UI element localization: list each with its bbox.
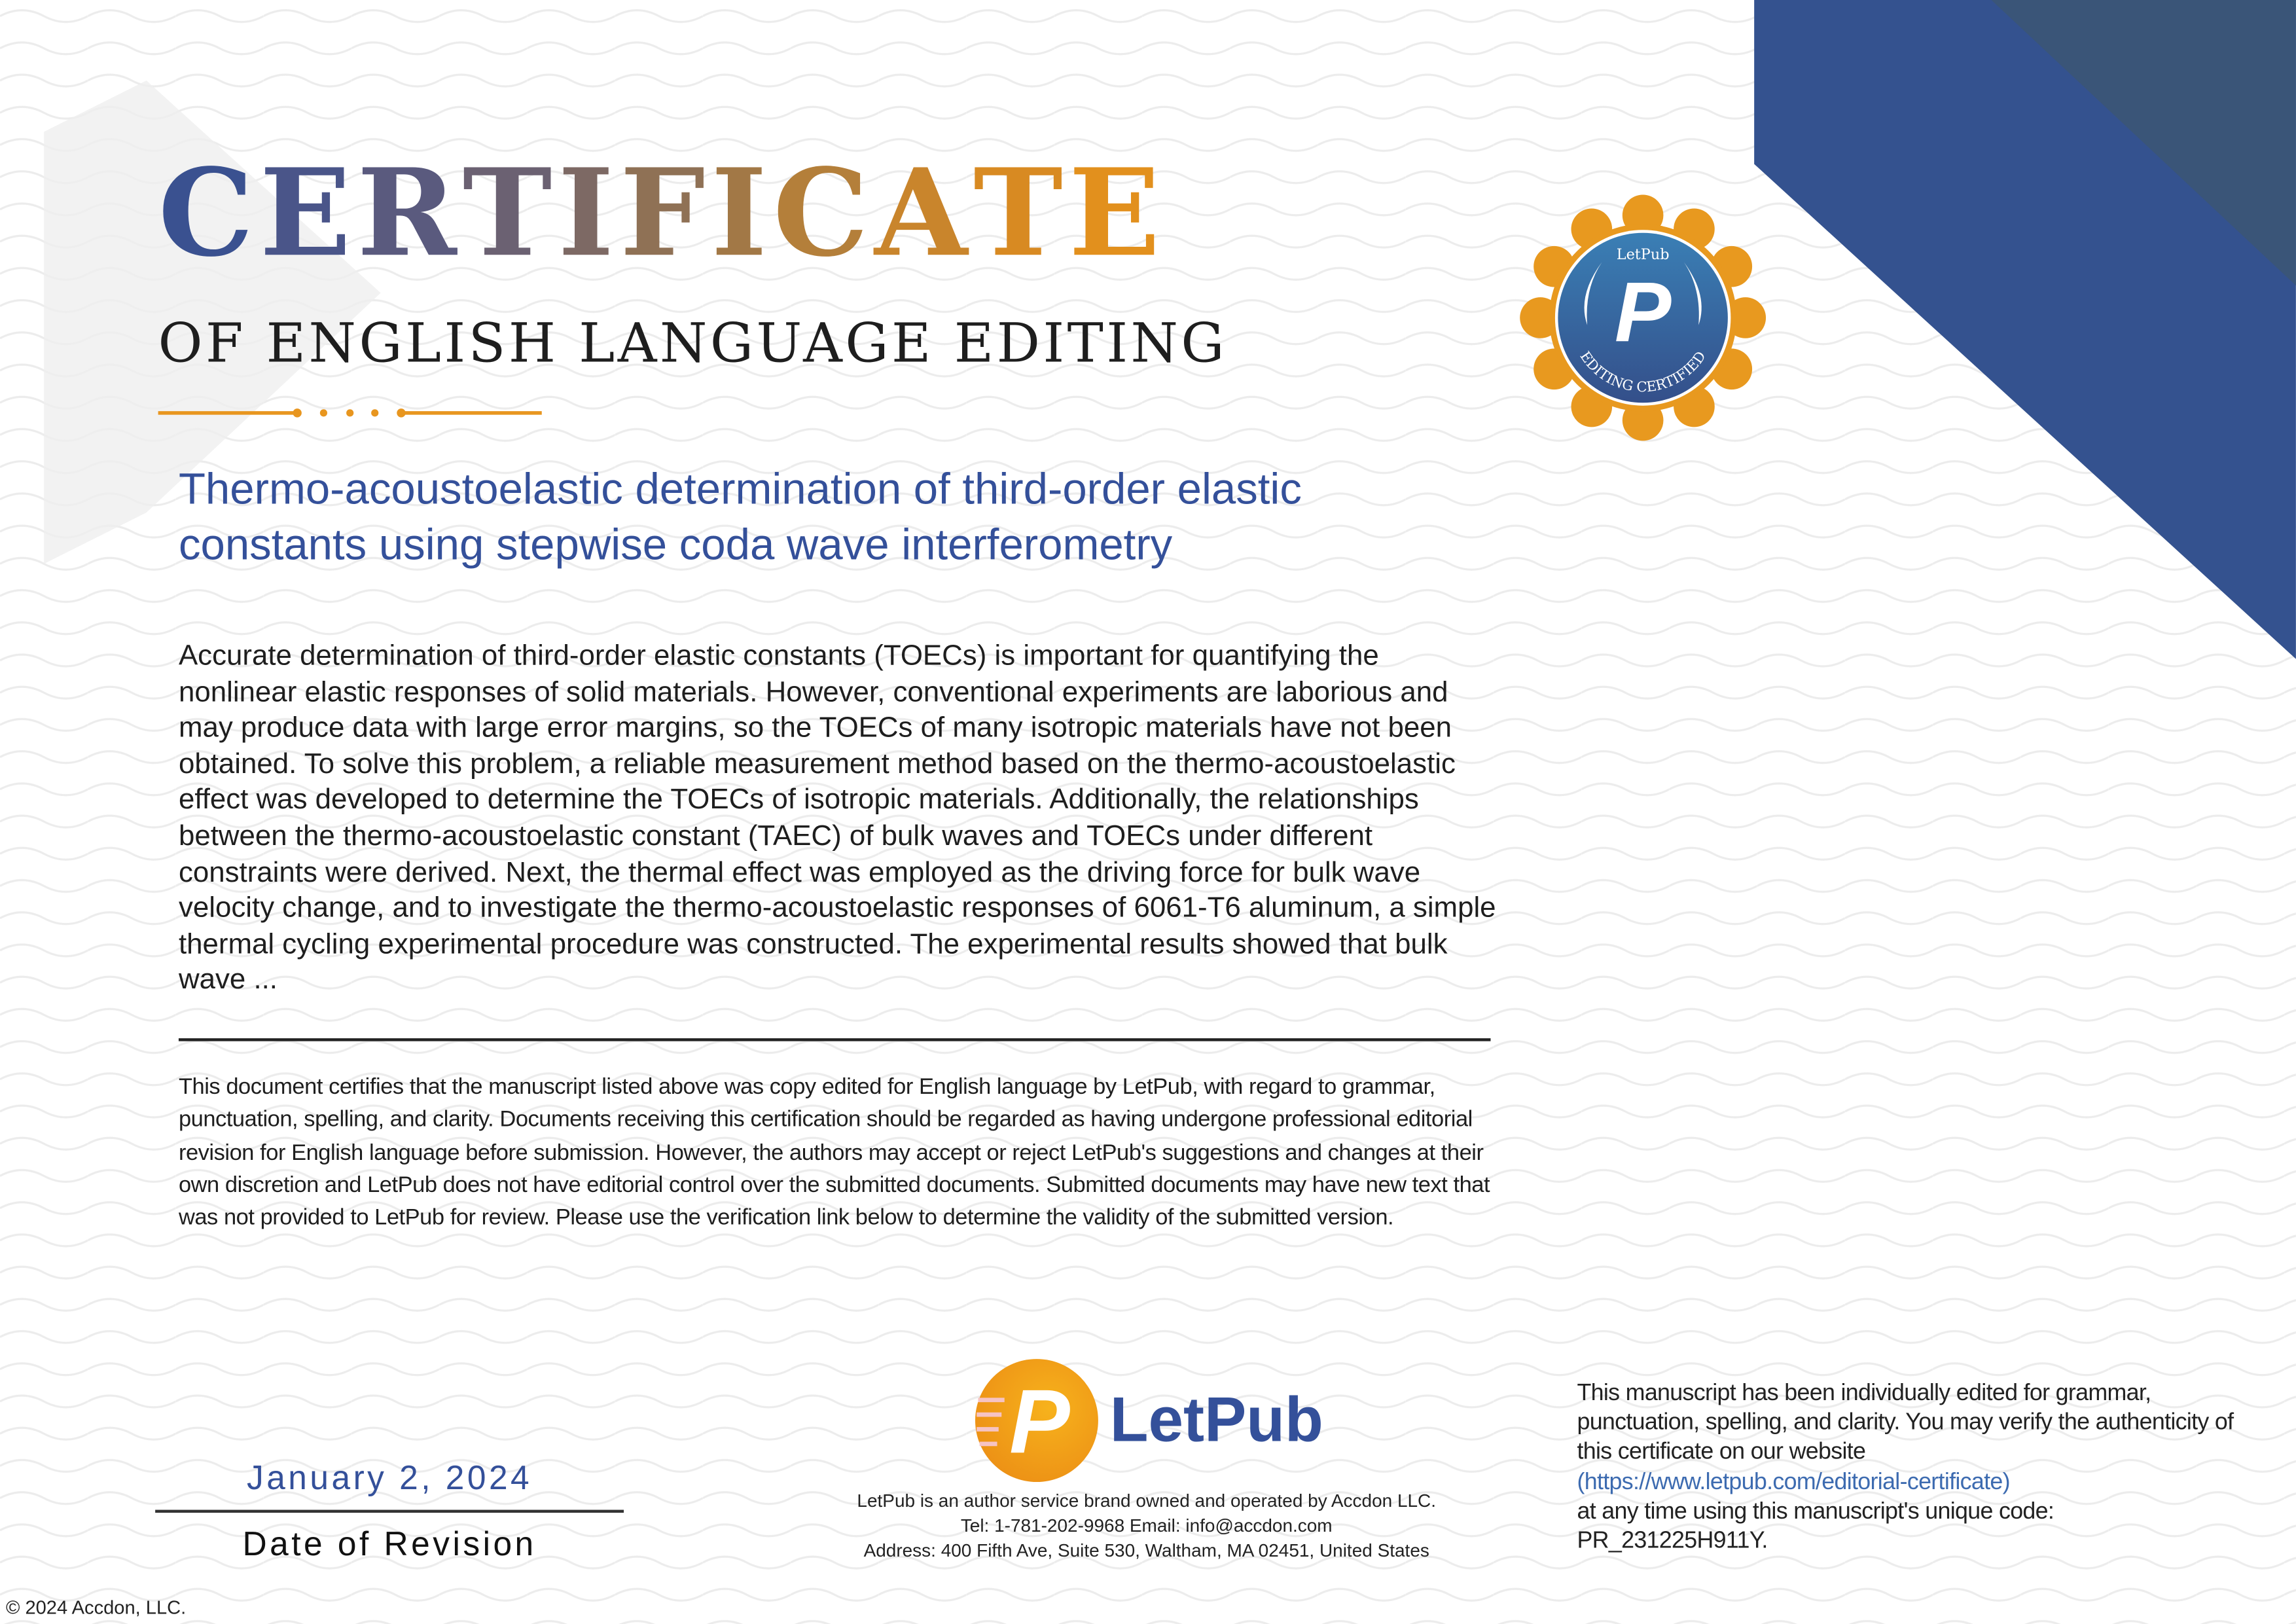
letpub-brand-name: LetPub	[1109, 1385, 1323, 1456]
brand-ownership: LetPub is an author service brand owned …	[857, 1490, 1437, 1511]
title-letter: I	[558, 143, 620, 285]
revision-date-label: Date of Revision	[242, 1524, 537, 1563]
svg-text:LetPub: LetPub	[1617, 246, 1670, 263]
title-letter: C	[158, 143, 260, 285]
brand-contact: Tel: 1-781-202-9968 Email: info@accdon.c…	[960, 1515, 1333, 1536]
certificate-subtitle: OF ENGLISH LANGUAGE EDITING	[158, 312, 1228, 375]
unique-code: PR_231225H911Y.	[1577, 1528, 1768, 1554]
title-letter: A	[874, 143, 974, 285]
title-letter: T	[462, 143, 558, 285]
title-letter: C	[773, 143, 874, 285]
brand-info: LetPub is an author service brand owned …	[832, 1489, 1462, 1564]
revision-date: January 2, 2024	[247, 1458, 533, 1497]
verification-link[interactable]: (https://www.letpub.com/editorial-certif…	[1577, 1470, 2010, 1495]
certified-seal: LetPub P EDITING CERTIFIED	[1520, 194, 1767, 441]
decorative-chevron	[44, 81, 381, 564]
svg-text:P: P	[1009, 1371, 1070, 1472]
title-letter: E	[259, 143, 357, 285]
title-ornament	[158, 408, 542, 418]
title-letter: F	[620, 143, 711, 285]
title-letter: E	[1068, 143, 1166, 285]
date-divider	[155, 1509, 624, 1513]
divider	[178, 1038, 1491, 1041]
verification-text: This manuscript has been individually ed…	[1577, 1380, 2234, 1466]
manuscript-title: Thermo-acoustoelastic determination of t…	[178, 465, 1302, 570]
brand-address: Address: 400 Fifth Ave, Suite 530, Walth…	[863, 1540, 1429, 1561]
manuscript-abstract: Accurate determination of third-order el…	[178, 640, 1496, 997]
certificate-title: CERTIFICATE	[158, 154, 1166, 274]
verification-text-2: at any time using this manuscript's uniq…	[1577, 1499, 2054, 1525]
copyright: © 2024 Accdon, LLC.	[5, 1596, 187, 1619]
verification-note: This manuscript has been individually ed…	[1577, 1379, 2250, 1557]
corner-band-dark	[1991, 0, 2296, 286]
svg-text:P: P	[1615, 265, 1672, 359]
title-letter: I	[711, 143, 774, 285]
title-letter: R	[357, 143, 463, 285]
corner-band	[1754, 0, 2296, 659]
title-letter: T	[973, 143, 1069, 285]
letpub-logo-icon: P	[975, 1359, 1098, 1483]
certification-statement: This document certifies that the manuscr…	[178, 1075, 1490, 1231]
